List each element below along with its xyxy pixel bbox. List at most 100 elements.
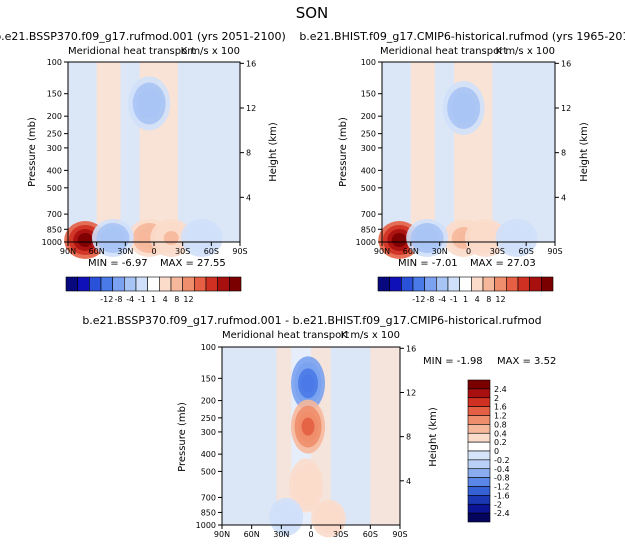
colorbar-cell xyxy=(217,276,230,292)
y-tick-label: 1000 xyxy=(196,521,216,530)
colorbar-label: -2 xyxy=(494,500,502,509)
y-tick-label: 100 xyxy=(361,58,376,67)
colorbar-cell xyxy=(467,495,491,505)
colorbar-label: -4 xyxy=(438,295,446,304)
contour-blob xyxy=(299,476,313,495)
contour-blob xyxy=(105,230,121,245)
y-tick-label: 1000 xyxy=(42,238,62,247)
colorbar-cell xyxy=(541,276,554,292)
colorbar-label: 1 xyxy=(151,295,156,304)
colorbar-cell xyxy=(112,276,125,292)
contour-blob xyxy=(322,511,336,526)
panel-1-plot xyxy=(64,61,241,259)
colorbar-cell xyxy=(89,276,102,292)
panel-2-max: MAX = 27.03 xyxy=(470,258,536,269)
panel-1-units: K m/s x 100 xyxy=(181,46,240,57)
panel-3-height-label: Height (km) xyxy=(428,407,439,467)
field-band xyxy=(68,62,97,242)
y-tick-label: 250 xyxy=(47,130,62,139)
height-tick-label: 16 xyxy=(406,344,416,353)
x-tick-label: 30S xyxy=(175,247,190,256)
colorbar-diff: 2.421.61.20.80.40.20-0.2-0.4-0.8-1.2-1.6… xyxy=(467,379,510,523)
panel-1-ylabel: Pressure (mb) xyxy=(27,117,38,187)
x-tick-label: 30S xyxy=(333,530,348,539)
contour-blob xyxy=(301,417,315,436)
x-tick-label: 30N xyxy=(117,247,133,256)
panel-2-title: b.e21.BHIST.f09_g17.CMIP6-historical.ruf… xyxy=(299,30,625,43)
colorbar-cell xyxy=(467,512,491,523)
colorbar-cell xyxy=(467,477,491,487)
panel-2: b.e21.BHIST.f09_g17.CMIP6-historical.ruf… xyxy=(299,30,625,269)
field-band xyxy=(382,62,411,242)
y-tick-label: 500 xyxy=(201,467,216,476)
y-tick-label: 400 xyxy=(47,166,62,175)
panel-3-plot xyxy=(221,346,401,538)
y-tick-label: 850 xyxy=(47,225,62,234)
y-tick-label: 250 xyxy=(361,130,376,139)
colorbar-label: -12 xyxy=(412,295,425,304)
field-band xyxy=(492,62,555,242)
height-tick-label: 4 xyxy=(406,477,411,486)
colorbar-cell xyxy=(467,379,491,390)
panel-2-subtitle: Meridional heat transport xyxy=(380,46,507,57)
colorbar-cell xyxy=(124,276,137,292)
height-tick-label: 8 xyxy=(246,149,251,158)
colorbar-cell xyxy=(65,276,78,292)
colorbar-cell xyxy=(482,276,495,292)
y-tick-label: 500 xyxy=(47,184,62,193)
height-tick-label: 16 xyxy=(246,59,256,68)
contour-blob xyxy=(77,233,93,247)
x-tick-label: 90S xyxy=(547,247,562,256)
panel-2-plot xyxy=(378,61,556,259)
colorbar-cell xyxy=(401,276,414,292)
x-tick-label: 60N xyxy=(89,247,105,256)
x-tick-label: 30S xyxy=(490,247,505,256)
x-tick-label: 90S xyxy=(232,247,247,256)
colorbar-label: 4 xyxy=(475,295,480,304)
x-tick-label: 60N xyxy=(403,247,419,256)
y-tick-label: 250 xyxy=(201,414,216,423)
colorbar-panel-1: -12 -8 -4 -1 1 4 8 12 xyxy=(65,276,242,304)
colorbar-cell xyxy=(229,276,242,292)
panel-3-max: MAX = 3.52 xyxy=(497,356,556,367)
colorbar-cell xyxy=(467,503,491,514)
x-tick-label: 0 xyxy=(466,247,471,256)
y-tick-label: 200 xyxy=(47,112,62,121)
colorbar-label: 12 xyxy=(183,295,193,304)
colorbar-label: -8 xyxy=(115,295,123,304)
colorbar-label: -8 xyxy=(427,295,435,304)
y-tick-label: 300 xyxy=(361,144,376,153)
height-tick-label: 4 xyxy=(246,193,251,202)
colorbar-cell xyxy=(467,397,491,407)
colorbar-cell xyxy=(447,276,460,292)
y-tick-label: 400 xyxy=(361,166,376,175)
x-tick-label: 60S xyxy=(363,530,378,539)
colorbar-label: 1.6 xyxy=(494,403,507,412)
field-band xyxy=(177,62,240,242)
colorbar-cell xyxy=(412,276,425,292)
colorbar-cell xyxy=(100,276,113,292)
contour-blob xyxy=(478,230,494,245)
colorbar-label: -0.4 xyxy=(494,465,510,474)
colorbar-cell xyxy=(467,441,491,452)
colorbar-cell xyxy=(467,415,491,425)
panel-1-max: MAX = 27.55 xyxy=(160,258,226,269)
colorbar-label: 8 xyxy=(486,295,491,304)
colorbar-cell xyxy=(436,276,449,292)
height-tick-label: 12 xyxy=(246,104,256,113)
panel-1-subtitle: Meridional heat transport xyxy=(68,46,195,57)
y-tick-label: 200 xyxy=(361,112,376,121)
x-tick-label: 90N xyxy=(60,247,76,256)
x-tick-label: 30N xyxy=(432,247,448,256)
colorbar-panel-2: -12 -8 -4 -1 1 4 8 12 xyxy=(377,276,554,304)
x-tick-label: 0 xyxy=(308,530,313,539)
colorbar-cell xyxy=(467,406,491,416)
y-tick-label: 200 xyxy=(201,397,216,406)
x-tick-label: 30N xyxy=(273,530,289,539)
panel-1-height-label: Height (km) xyxy=(268,122,279,182)
colorbar-label: -1.2 xyxy=(494,483,510,492)
height-tick-label: 4 xyxy=(561,193,566,202)
contour-blob xyxy=(194,230,210,245)
